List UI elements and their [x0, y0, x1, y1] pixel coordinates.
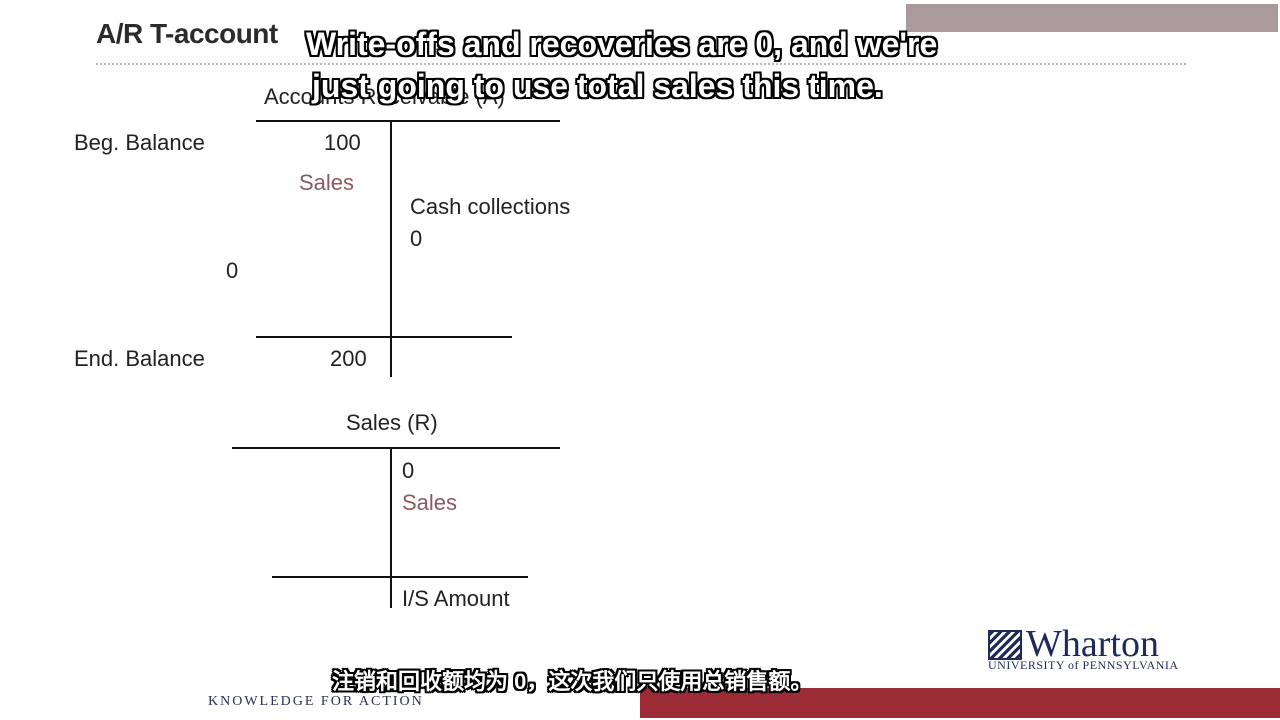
- slide-title: A/R T-account: [96, 18, 278, 49]
- ar-cash-collections-label: Cash collections: [410, 194, 571, 219]
- footer-tagline: KNOWLEDGE FOR ACTION: [208, 694, 424, 709]
- ar-t-vertical: [390, 121, 392, 377]
- ar-t-horizontal: [256, 120, 560, 122]
- subtitle-english-line2: just going to use total sales this time.: [312, 68, 883, 104]
- ar-cash-collections-value: 0: [410, 226, 423, 251]
- ar-end-balance-value: 200: [330, 346, 367, 371]
- wharton-shield-icon: [988, 630, 1022, 660]
- subtitle-english-line1: Write-offs and recoveries are 0, and we'…: [306, 26, 938, 62]
- sales-t-horizontal: [232, 447, 560, 449]
- ar-sales-label: Sales: [299, 170, 355, 195]
- watermark-band: [906, 4, 1278, 32]
- sales-is-amount-label: I/S Amount: [402, 586, 510, 611]
- sales-account-header: Sales (R): [346, 410, 438, 435]
- ar-beg-balance-label: Beg. Balance: [74, 130, 205, 155]
- ar-beg-balance-value: 100: [324, 130, 361, 155]
- sales-account-value: 0: [402, 458, 415, 483]
- ar-end-balance-label: End. Balance: [74, 346, 205, 371]
- ar-left-zero-value: 0: [226, 258, 239, 283]
- ar-end-divider: [256, 336, 512, 338]
- sales-end-divider: [272, 576, 528, 578]
- subtitle-chinese: 注销和回收额均为 0，这次我们只使用总销售额。: [332, 669, 813, 694]
- sales-account-sales-label: Sales: [402, 490, 458, 515]
- ar-account-header: Accounts Receivable (A): [264, 84, 505, 109]
- sales-t-vertical: [390, 448, 392, 608]
- wharton-logo-sub: UNIVERSITY of PENNSYLVANIA: [988, 658, 1179, 672]
- footer-accent-band: [640, 688, 1280, 718]
- title-divider: [96, 63, 1186, 65]
- wharton-logo-word: Wharton: [1026, 623, 1159, 665]
